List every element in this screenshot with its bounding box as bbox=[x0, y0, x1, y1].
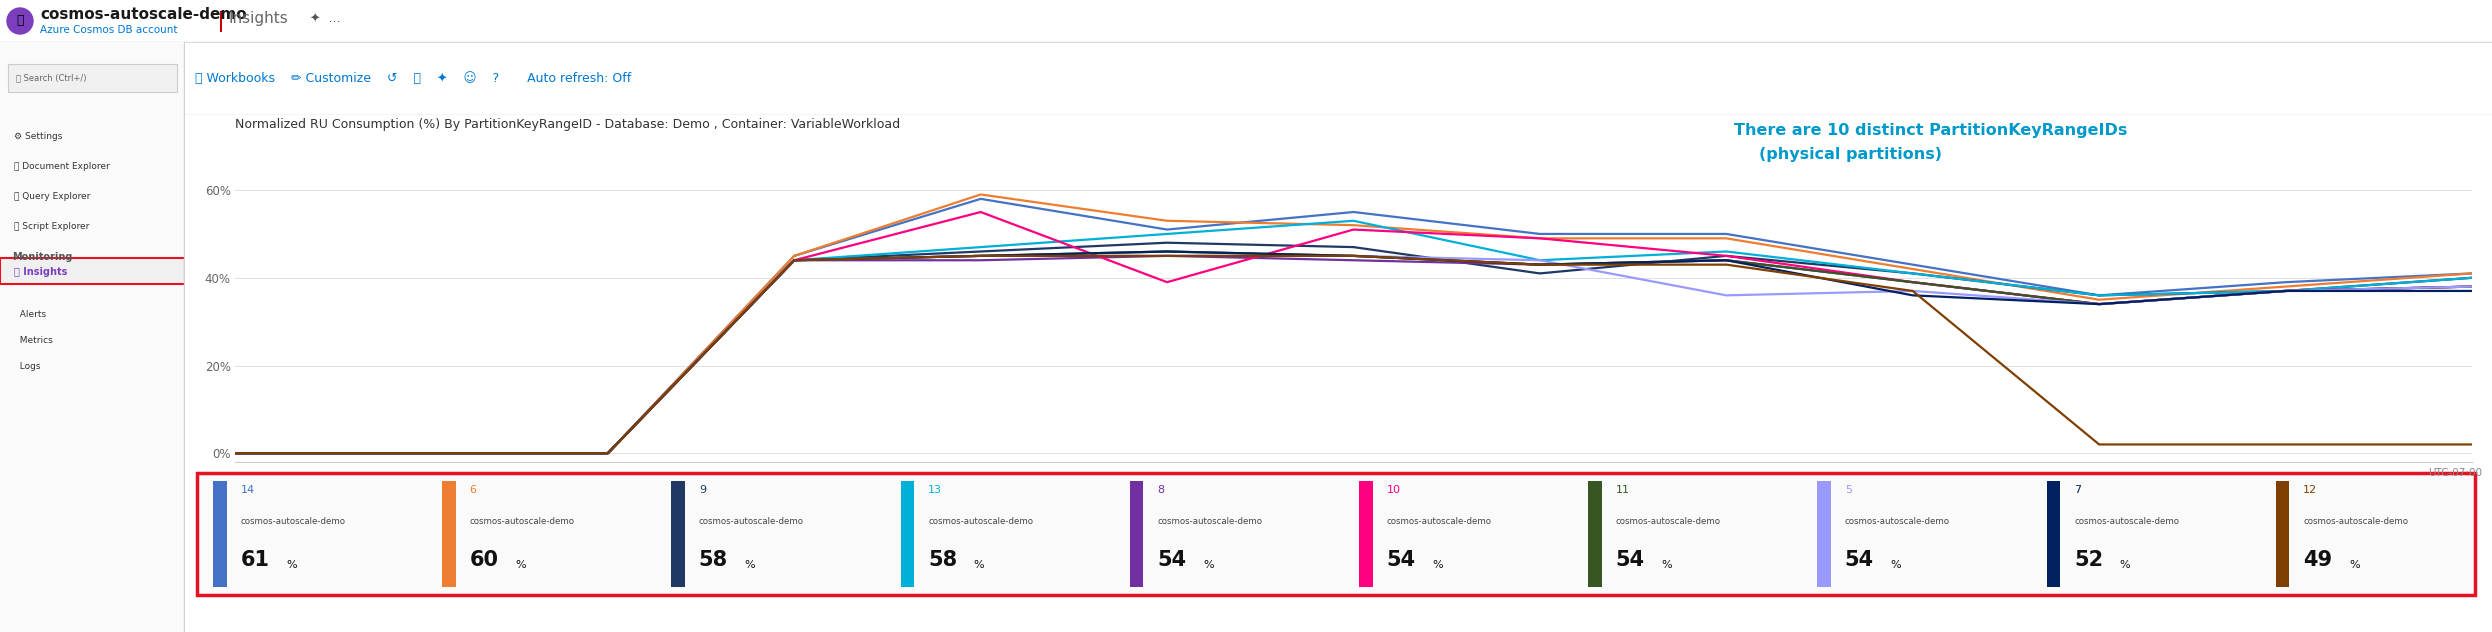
Text: %: % bbox=[287, 561, 297, 571]
Text: 14: 14 bbox=[239, 485, 254, 495]
Text: cosmos-autoscale-demo: cosmos-autoscale-demo bbox=[2073, 517, 2178, 526]
Text: cosmos-autoscale-demo: cosmos-autoscale-demo bbox=[40, 7, 247, 22]
Text: %: % bbox=[2121, 561, 2131, 571]
Bar bbox=[900, 481, 915, 586]
Text: Alerts: Alerts bbox=[15, 310, 47, 319]
Text: cosmos-autoscale-demo: cosmos-autoscale-demo bbox=[1386, 517, 1490, 526]
Text: ✦  ...: ✦ ... bbox=[309, 13, 341, 25]
Circle shape bbox=[15, 7, 42, 35]
Bar bbox=[0, 258, 184, 284]
Text: 🔍 Script Explorer: 🔍 Script Explorer bbox=[15, 222, 90, 231]
Bar bbox=[212, 481, 227, 586]
Text: 54: 54 bbox=[1156, 550, 1186, 570]
Bar bbox=[1817, 481, 1832, 586]
Text: 58: 58 bbox=[927, 550, 957, 570]
Text: cosmos-autoscale-demo: cosmos-autoscale-demo bbox=[239, 517, 346, 526]
Text: Monitoring: Monitoring bbox=[12, 252, 72, 262]
Text: 🔍 Query Explorer: 🔍 Query Explorer bbox=[15, 192, 90, 201]
Text: 54: 54 bbox=[1615, 550, 1645, 570]
Text: %: % bbox=[1433, 561, 1443, 571]
Text: 58: 58 bbox=[698, 550, 728, 570]
Text: 12: 12 bbox=[2303, 485, 2318, 495]
Text: 54: 54 bbox=[1386, 550, 1415, 570]
Text: 🔮: 🔮 bbox=[17, 15, 25, 28]
Text: 🔮 Insights: 🔮 Insights bbox=[15, 267, 67, 277]
Text: %: % bbox=[1891, 561, 1901, 571]
Text: %: % bbox=[516, 561, 526, 571]
Text: 54: 54 bbox=[1844, 550, 1874, 570]
Bar bbox=[7, 64, 177, 92]
Text: cosmos-autoscale-demo: cosmos-autoscale-demo bbox=[1844, 517, 1949, 526]
Text: 52: 52 bbox=[2073, 550, 2103, 570]
Bar bbox=[0, 0, 184, 42]
Text: 7: 7 bbox=[2073, 485, 2081, 495]
Text: 🔍 Document Explorer: 🔍 Document Explorer bbox=[15, 162, 110, 171]
Text: 🔍 Search (Ctrl+/): 🔍 Search (Ctrl+/) bbox=[15, 73, 87, 83]
Text: 10: 10 bbox=[1386, 485, 1401, 495]
Text: 49: 49 bbox=[2303, 550, 2333, 570]
Text: Azure Cosmos DB account: Azure Cosmos DB account bbox=[40, 25, 177, 35]
Bar bbox=[1587, 481, 1602, 586]
Text: %: % bbox=[1662, 561, 1672, 571]
Text: 9: 9 bbox=[698, 485, 705, 495]
Text: There are 10 distinct PartitionKeyRangeIDs: There are 10 distinct PartitionKeyRangeI… bbox=[1734, 123, 2128, 138]
Text: 6: 6 bbox=[468, 485, 476, 495]
Text: ⚙ Settings: ⚙ Settings bbox=[15, 132, 62, 141]
Text: (physical partitions): (physical partitions) bbox=[1759, 147, 1941, 162]
Text: %: % bbox=[974, 561, 984, 571]
Text: Normalized RU Consumption (%) By PartitionKeyRangeID - Database: Demo , Containe: Normalized RU Consumption (%) By Partiti… bbox=[234, 118, 900, 131]
Text: Logs: Logs bbox=[15, 362, 40, 371]
Bar bbox=[2046, 481, 2061, 586]
Text: 11: 11 bbox=[1615, 485, 1630, 495]
Text: cosmos-autoscale-demo: cosmos-autoscale-demo bbox=[1156, 517, 1263, 526]
Text: 📊 Workbooks    ✏ Customize    ↺    🔔    ✦    ☺    ?       Auto refresh: Off: 📊 Workbooks ✏ Customize ↺ 🔔 ✦ ☺ ? Auto r… bbox=[194, 72, 630, 85]
Text: Metrics: Metrics bbox=[15, 336, 52, 345]
Text: 13: 13 bbox=[927, 485, 942, 495]
Text: cosmos-autoscale-demo: cosmos-autoscale-demo bbox=[927, 517, 1034, 526]
FancyBboxPatch shape bbox=[197, 473, 2475, 595]
Text: UTC-07:00: UTC-07:00 bbox=[2427, 468, 2482, 478]
Text: 🔮: 🔮 bbox=[25, 14, 32, 28]
Bar bbox=[441, 481, 456, 586]
Bar bbox=[2275, 481, 2290, 586]
Text: 5: 5 bbox=[1844, 485, 1852, 495]
Text: Insights: Insights bbox=[227, 11, 287, 27]
Text: cosmos-autoscale-demo: cosmos-autoscale-demo bbox=[1615, 517, 1719, 526]
Text: %: % bbox=[745, 561, 755, 571]
Text: 60: 60 bbox=[468, 550, 498, 570]
Text: %: % bbox=[2350, 561, 2360, 571]
Text: %: % bbox=[1204, 561, 1214, 571]
Bar bbox=[1358, 481, 1373, 586]
Text: 8: 8 bbox=[1156, 485, 1164, 495]
Text: 61: 61 bbox=[239, 550, 269, 570]
Text: cosmos-autoscale-demo: cosmos-autoscale-demo bbox=[2303, 517, 2407, 526]
Bar bbox=[1129, 481, 1144, 586]
Text: cosmos-autoscale-demo: cosmos-autoscale-demo bbox=[698, 517, 805, 526]
Circle shape bbox=[7, 8, 32, 34]
Text: cosmos-autoscale-demo: cosmos-autoscale-demo bbox=[468, 517, 576, 526]
Bar bbox=[670, 481, 685, 586]
